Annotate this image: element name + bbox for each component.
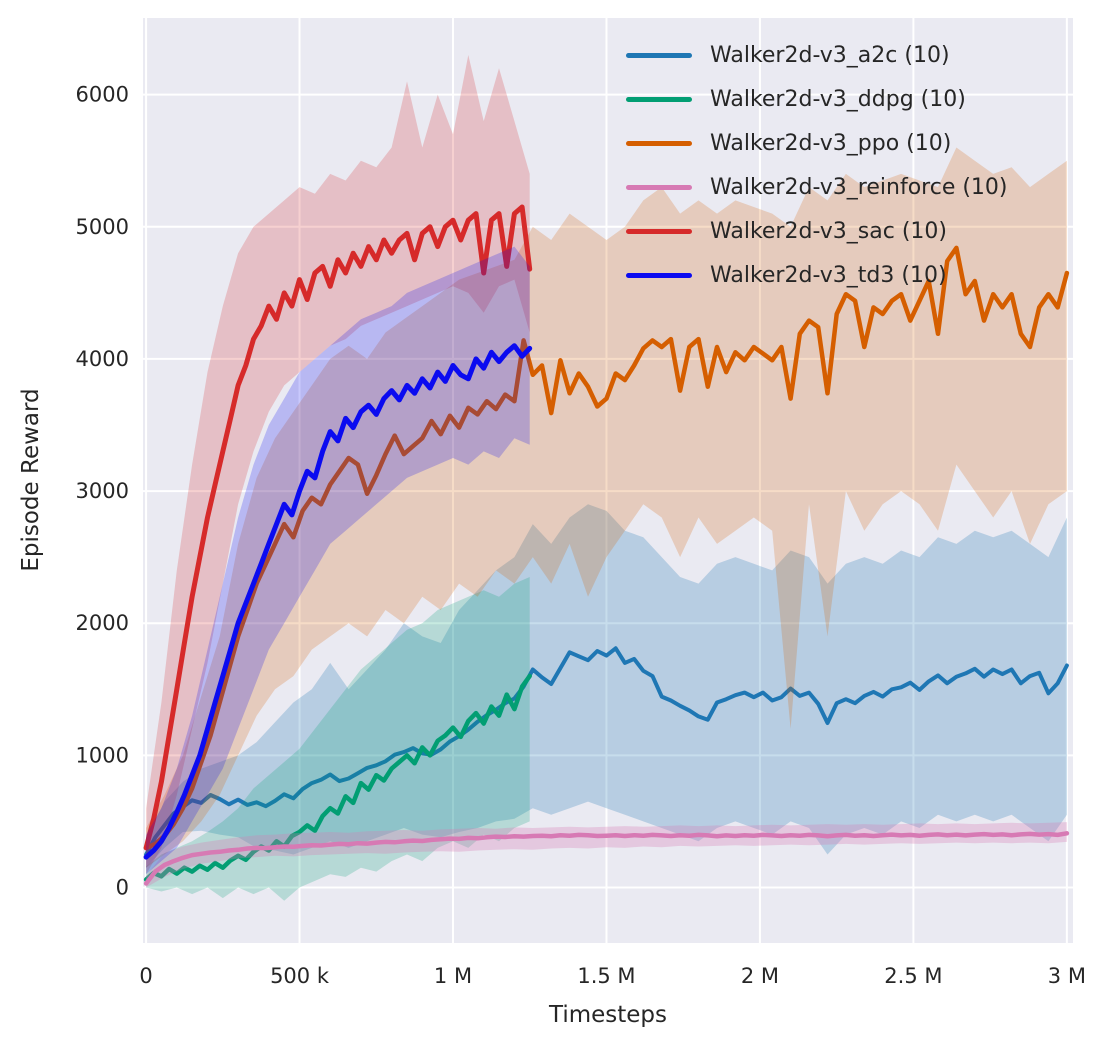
- td3-legend-swatch: [626, 272, 692, 278]
- sac-legend-swatch: [626, 228, 692, 234]
- ppo-legend-label: Walker2d-v3_ppo (10): [710, 130, 952, 156]
- ppo-mean-line: [143, 245, 1070, 851]
- a2c-mean-line: [144, 646, 1069, 857]
- legend-item-td3: Walker2d-v3_td3 (10): [626, 253, 1008, 297]
- a2c-legend-swatch: [626, 52, 692, 58]
- reinforce-mean-line: [143, 831, 1070, 886]
- td3-mean-line: [143, 343, 533, 860]
- a2c-legend-label: Walker2d-v3_a2c (10): [710, 42, 950, 68]
- x-tick-label: 2.5 M: [884, 964, 942, 988]
- x-axis-label: Timesteps: [548, 1002, 667, 1028]
- reinforce-legend-label: Walker2d-v3_reinforce (10): [710, 174, 1008, 200]
- x-tick-label: 2 M: [741, 964, 779, 988]
- series-layer: [143, 55, 1070, 901]
- y-tick-label: 2000: [76, 611, 129, 635]
- x-tick-label: 1 M: [434, 964, 472, 988]
- ddpg-band: [146, 577, 530, 901]
- tick-labels: 0 500 k 1 M 1.5 M 2 M 2.5 M 3 M 0 1000 2000 3000 40…: [76, 83, 1086, 988]
- td3-band: [146, 246, 530, 875]
- legend-item-a2c: Walker2d-v3_a2c (10): [626, 33, 1008, 77]
- plot-background: [143, 18, 1073, 943]
- y-tick-label: 1000: [76, 743, 129, 767]
- sac-legend-label: Walker2d-v3_sac (10): [710, 218, 947, 244]
- ppo-legend-swatch: [626, 140, 692, 146]
- x-tick-label: 1.5 M: [577, 964, 635, 988]
- x-tick-label: 500 k: [270, 964, 330, 988]
- y-tick-label: 4000: [76, 347, 129, 371]
- reinforce-legend-swatch: [626, 184, 692, 190]
- legend-item-reinforce: Walker2d-v3_reinforce (10): [626, 165, 1008, 209]
- y-tick-label: 6000: [76, 83, 129, 107]
- y-tick-label: 3000: [76, 479, 129, 503]
- ddpg-legend-label: Walker2d-v3_ddpg (10): [710, 86, 966, 112]
- x-tick-label: 3 M: [1048, 964, 1086, 988]
- td3-legend-label: Walker2d-v3_td3 (10): [710, 262, 947, 288]
- legend-item-sac: Walker2d-v3_sac (10): [626, 209, 1008, 253]
- y-axis-label: Episode Reward: [18, 388, 44, 571]
- legend-item-ddpg: Walker2d-v3_ddpg (10): [626, 77, 1008, 121]
- legend: Walker2d-v3_a2c (10) Walker2d-v3_ddpg (10…: [626, 33, 1008, 297]
- gridlines: [143, 18, 1073, 943]
- reinforce-band: [146, 822, 1067, 888]
- ddpg-legend-swatch: [626, 96, 692, 102]
- y-tick-label: 0: [116, 876, 129, 900]
- plot-area: [143, 18, 1073, 943]
- y-tick-label: 5000: [76, 215, 129, 239]
- sac-mean-line: [143, 204, 533, 851]
- x-tick-label: 0: [139, 964, 152, 988]
- ddpg-mean-line: [143, 673, 532, 882]
- legend-item-ppo: Walker2d-v3_ppo (10): [626, 121, 1008, 165]
- sac-band: [146, 55, 530, 875]
